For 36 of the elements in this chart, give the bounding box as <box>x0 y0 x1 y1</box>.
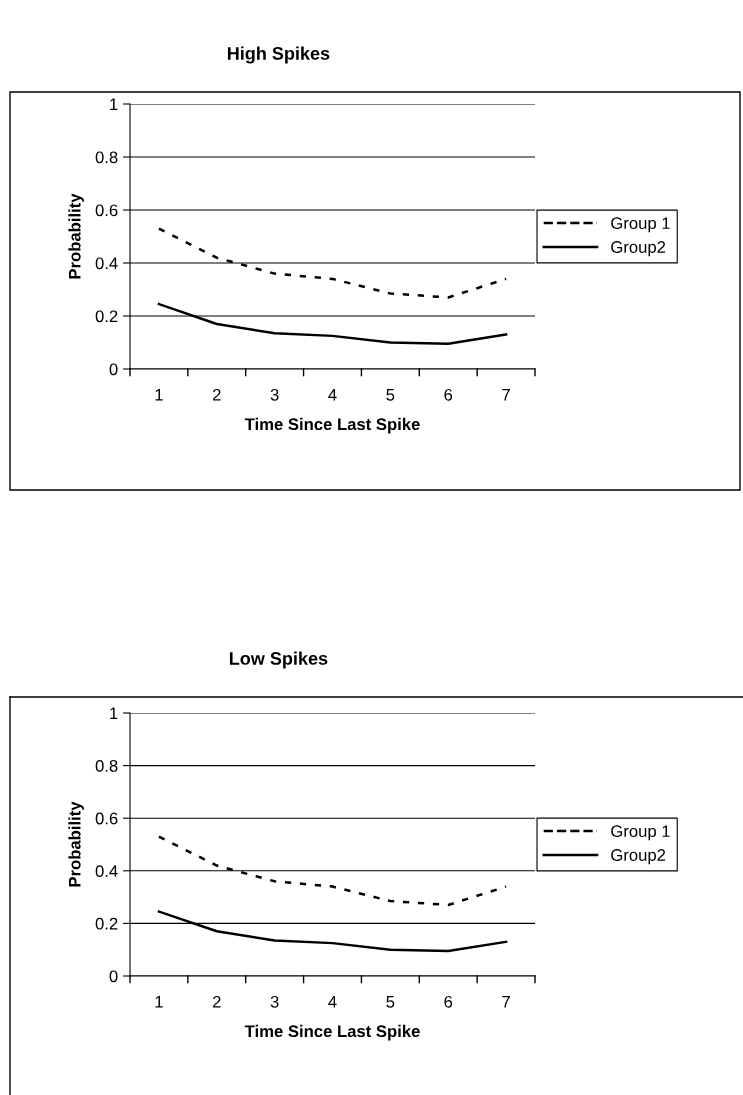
y-axis-title: Probability <box>68 801 84 887</box>
x-tick-label: 1 <box>155 389 163 401</box>
y-axis-title: Probability <box>68 193 84 279</box>
y-tick-label: 1 <box>110 98 118 111</box>
y-tick-label: 0.6 <box>95 204 118 217</box>
y-tick-label: 0.4 <box>95 865 118 877</box>
x-tick-label: 7 <box>502 996 510 1008</box>
legend-label: Group 1 <box>611 217 670 233</box>
legend-label: Group2 <box>611 241 666 257</box>
x-axis-title: Time Since Last Spike <box>244 417 420 434</box>
y-tick-label: 0.8 <box>95 760 118 772</box>
x-tick-label: 5 <box>386 389 395 401</box>
x-tick-label: 1 <box>155 996 163 1008</box>
chart-title: High Spikes <box>227 46 330 64</box>
x-tick-label: 4 <box>328 996 337 1008</box>
x-tick-label: 4 <box>328 389 337 401</box>
y-tick-label: 0.2 <box>95 917 118 930</box>
x-tick-label: 3 <box>270 995 279 1008</box>
chart-title: Low Spikes <box>229 651 328 669</box>
legend-label: Group2 <box>611 849 666 865</box>
y-tick-label: 0.6 <box>95 812 118 825</box>
y-tick-label: 0 <box>109 363 118 376</box>
x-tick-label: 5 <box>386 996 395 1008</box>
y-tick-label: 0.4 <box>95 257 118 270</box>
x-tick-label: 2 <box>212 388 221 401</box>
y-tick-label: 0 <box>109 970 118 983</box>
y-tick-label: 0.8 <box>95 151 118 164</box>
x-tick-label: 3 <box>270 388 279 401</box>
x-axis-title: Time Since Last Spike <box>244 1024 420 1041</box>
y-tick-label: 1 <box>110 707 118 720</box>
x-tick-label: 7 <box>502 389 510 401</box>
legend-label: Group 1 <box>611 825 670 841</box>
y-tick-label: 0.2 <box>95 310 118 323</box>
x-tick-label: 6 <box>444 995 453 1008</box>
x-tick-label: 6 <box>444 388 453 401</box>
x-tick-label: 2 <box>212 995 221 1008</box>
